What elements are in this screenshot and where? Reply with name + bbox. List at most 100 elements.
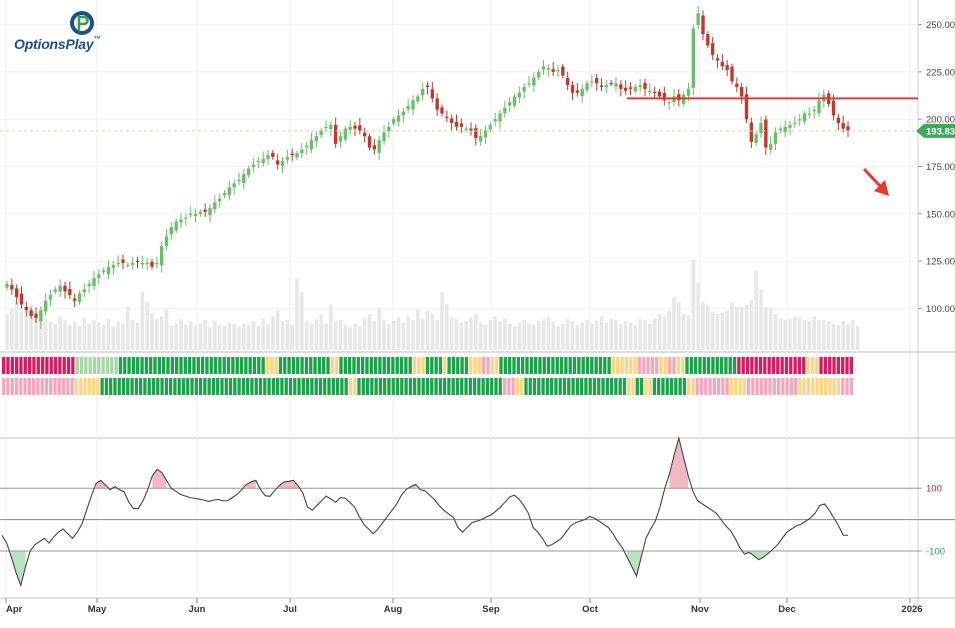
signal-band-row1-cell (629, 357, 633, 374)
signal-band-row1-cell (205, 357, 209, 374)
volume-bar (551, 321, 556, 350)
candle-body (730, 66, 734, 82)
signal-band-row1-cell (585, 357, 590, 374)
signal-band-row1-cell (685, 357, 689, 374)
signal-band-row2-cell (845, 378, 849, 395)
signal-band-row1-cell (136, 357, 140, 374)
volume-bar (507, 323, 512, 350)
signal-band-row1-cell (114, 357, 118, 374)
signal-band-row1-cell (598, 357, 603, 374)
signal-band-row1-cell (261, 357, 265, 374)
candle-body (271, 152, 275, 158)
signal-band-row2-cell (661, 378, 665, 395)
volume-bar (266, 323, 270, 350)
signal-band-row1-cell (633, 357, 637, 374)
volume-bar (87, 323, 92, 350)
signal-band-row1-cell (23, 357, 27, 374)
volume-bar (299, 292, 304, 350)
signal-band-row2-cell (57, 378, 61, 395)
signal-band-row2-cell (776, 378, 781, 395)
volume-bar (483, 324, 488, 350)
candle-body (145, 262, 149, 265)
signal-band-row1-cell (698, 357, 702, 374)
signal-band-row2-cell (665, 378, 669, 395)
signal-band-row2-cell (19, 378, 23, 395)
candle-body (227, 187, 232, 196)
volume-bar (589, 323, 594, 350)
cci-line (1, 435, 848, 588)
candle-body (474, 128, 478, 139)
volume-bar (730, 302, 734, 350)
last-price-badge (916, 123, 955, 138)
signal-band-row2-cell (44, 378, 49, 395)
signal-band-row1-cell (404, 357, 408, 374)
signal-band-row2-cell (631, 378, 635, 395)
candle-body (507, 102, 512, 106)
signal-band-row1-cell (538, 357, 542, 374)
candle-body (628, 87, 633, 89)
volume-bar (232, 323, 237, 350)
signal-band-row2-cell (738, 378, 742, 395)
candle-body (715, 58, 720, 61)
signal-band-row2-cell (323, 378, 327, 395)
signal-band-row2-cell (464, 378, 468, 395)
volume-bar (121, 323, 125, 350)
signal-band-row1-cell (386, 357, 391, 374)
cci-oversold-fill (11, 550, 26, 586)
candle-body (155, 262, 159, 265)
signal-band-row1-cell (451, 357, 456, 374)
signal-band-row1-cell (706, 357, 711, 374)
x-tick-label: Oct (582, 604, 599, 615)
candle-body (570, 85, 575, 93)
volume-bar (222, 326, 227, 350)
signal-band-row2-cell (781, 378, 785, 395)
signal-band-row1-cell (118, 357, 123, 374)
signal-band-row1-cell (793, 357, 797, 374)
candle-body (39, 310, 43, 322)
signal-band-row1-cell (810, 357, 815, 374)
volume-bar (522, 320, 527, 350)
volume-bar (372, 321, 377, 350)
candle-body (97, 274, 101, 279)
signal-band-row1-cell (192, 357, 196, 374)
signal-band-row2-cell (447, 378, 451, 395)
signal-band-row1-cell (693, 357, 698, 374)
candle-body (619, 84, 623, 89)
signal-band-row1-cell (166, 357, 170, 374)
signal-band-row1-cell (45, 357, 49, 374)
signal-band-row2-cell (374, 378, 378, 395)
volume-bar (855, 326, 860, 350)
signal-band-row2-cell (70, 378, 74, 395)
signal-band-row1-cell (516, 357, 520, 374)
candle-body (638, 85, 642, 88)
signal-band-row1-cell (36, 357, 40, 374)
candle-body (686, 88, 691, 96)
signal-band-row1-cell (62, 357, 66, 374)
candle-body (783, 126, 787, 133)
signal-band-row2-cell (528, 378, 532, 395)
candle-body (652, 91, 657, 94)
signal-band-row2-cell (297, 378, 301, 395)
volume-bar (435, 320, 440, 350)
signal-band-row2-cell (173, 378, 177, 395)
signal-band-row2-cell (79, 378, 83, 395)
candle-body (425, 85, 430, 88)
candle-body (469, 128, 473, 131)
signal-band-row1-cell (503, 357, 508, 374)
signal-band-row2-cell (250, 378, 254, 395)
candle-body (609, 82, 613, 85)
candle-body (449, 118, 454, 123)
signal-band-row1-cell (719, 357, 724, 374)
candle-body (802, 113, 807, 122)
signal-band-row2-cell (113, 378, 117, 395)
volume-bar (440, 292, 444, 350)
signal-band-row2-cell (815, 378, 819, 395)
signal-band-row1-cell (395, 357, 399, 374)
x-tick-label: Sep (482, 604, 500, 615)
signal-band-row2-cell (340, 378, 344, 395)
signal-band-row1-cell (326, 357, 330, 374)
signal-band-row1-cell (789, 357, 793, 374)
volume-bar (169, 326, 174, 350)
price-tick-label: 100.00 (926, 304, 955, 315)
candle-body (82, 289, 87, 293)
